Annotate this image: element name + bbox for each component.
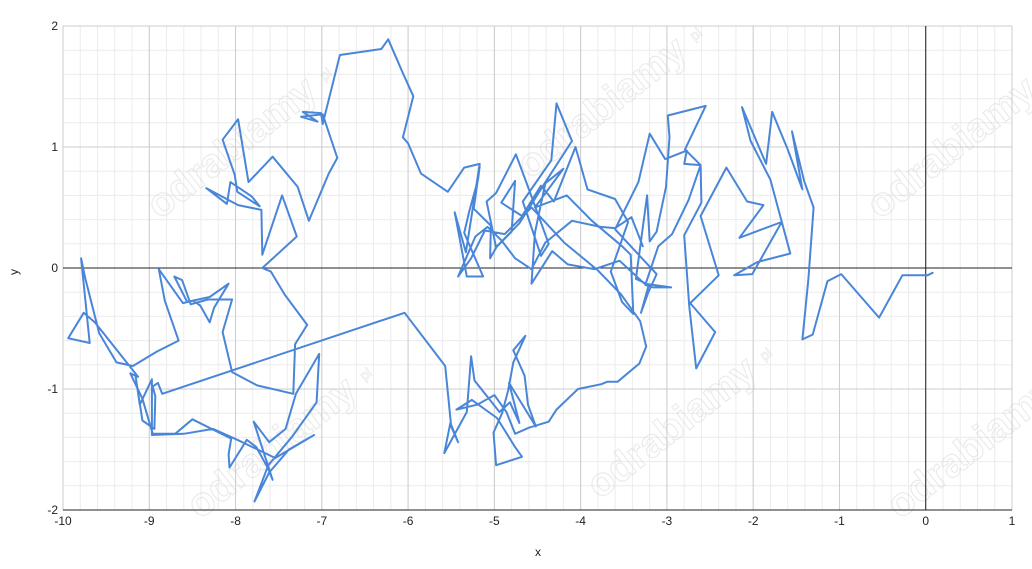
y-axis-title: y xyxy=(7,269,21,275)
x-tick-label: 1 xyxy=(1009,514,1016,528)
x-axis-title: x xyxy=(535,545,541,559)
x-tick-label: -4 xyxy=(575,514,586,528)
watermark-suffix: pl xyxy=(356,364,374,383)
watermark-text: odrabiamy xyxy=(578,347,765,507)
watermark-text: odrabiamy xyxy=(178,367,365,527)
y-tick-label: -2 xyxy=(47,503,58,517)
x-tick-label: -1 xyxy=(834,514,845,528)
x-tick-labels: -10 -9 -8 -7 -6 -5 -4 -3 -2 -1 0 1 xyxy=(54,514,1015,528)
y-tick-label: -1 xyxy=(47,382,58,396)
x-tick-label: -10 xyxy=(54,514,72,528)
watermark-suffix: pl xyxy=(316,64,334,83)
x-tick-label: -9 xyxy=(144,514,155,528)
x-tick-label: -5 xyxy=(489,514,500,528)
x-tick-label: -8 xyxy=(230,514,241,528)
zero-axes xyxy=(63,26,1012,511)
x-tick-label: -3 xyxy=(662,514,673,528)
y-tick-label: 2 xyxy=(51,19,58,33)
series-line xyxy=(67,38,934,503)
y-tick-labels: -2 -1 0 1 2 xyxy=(47,19,58,517)
watermark-layer: odrabiamyplodrabiamyplodrabiamyplodrabia… xyxy=(138,24,1032,528)
watermark-text: odrabiamy xyxy=(878,367,1032,527)
y-tick-label: 1 xyxy=(51,140,58,154)
y-tick-label: 0 xyxy=(51,261,58,275)
watermark-suffix: pl xyxy=(756,344,774,363)
x-tick-label: 0 xyxy=(922,514,929,528)
x-tick-label: -2 xyxy=(748,514,759,528)
x-tick-label: -6 xyxy=(403,514,414,528)
series-layer xyxy=(67,38,934,503)
watermark-suffix: pl xyxy=(686,24,704,43)
x-tick-label: -7 xyxy=(316,514,327,528)
